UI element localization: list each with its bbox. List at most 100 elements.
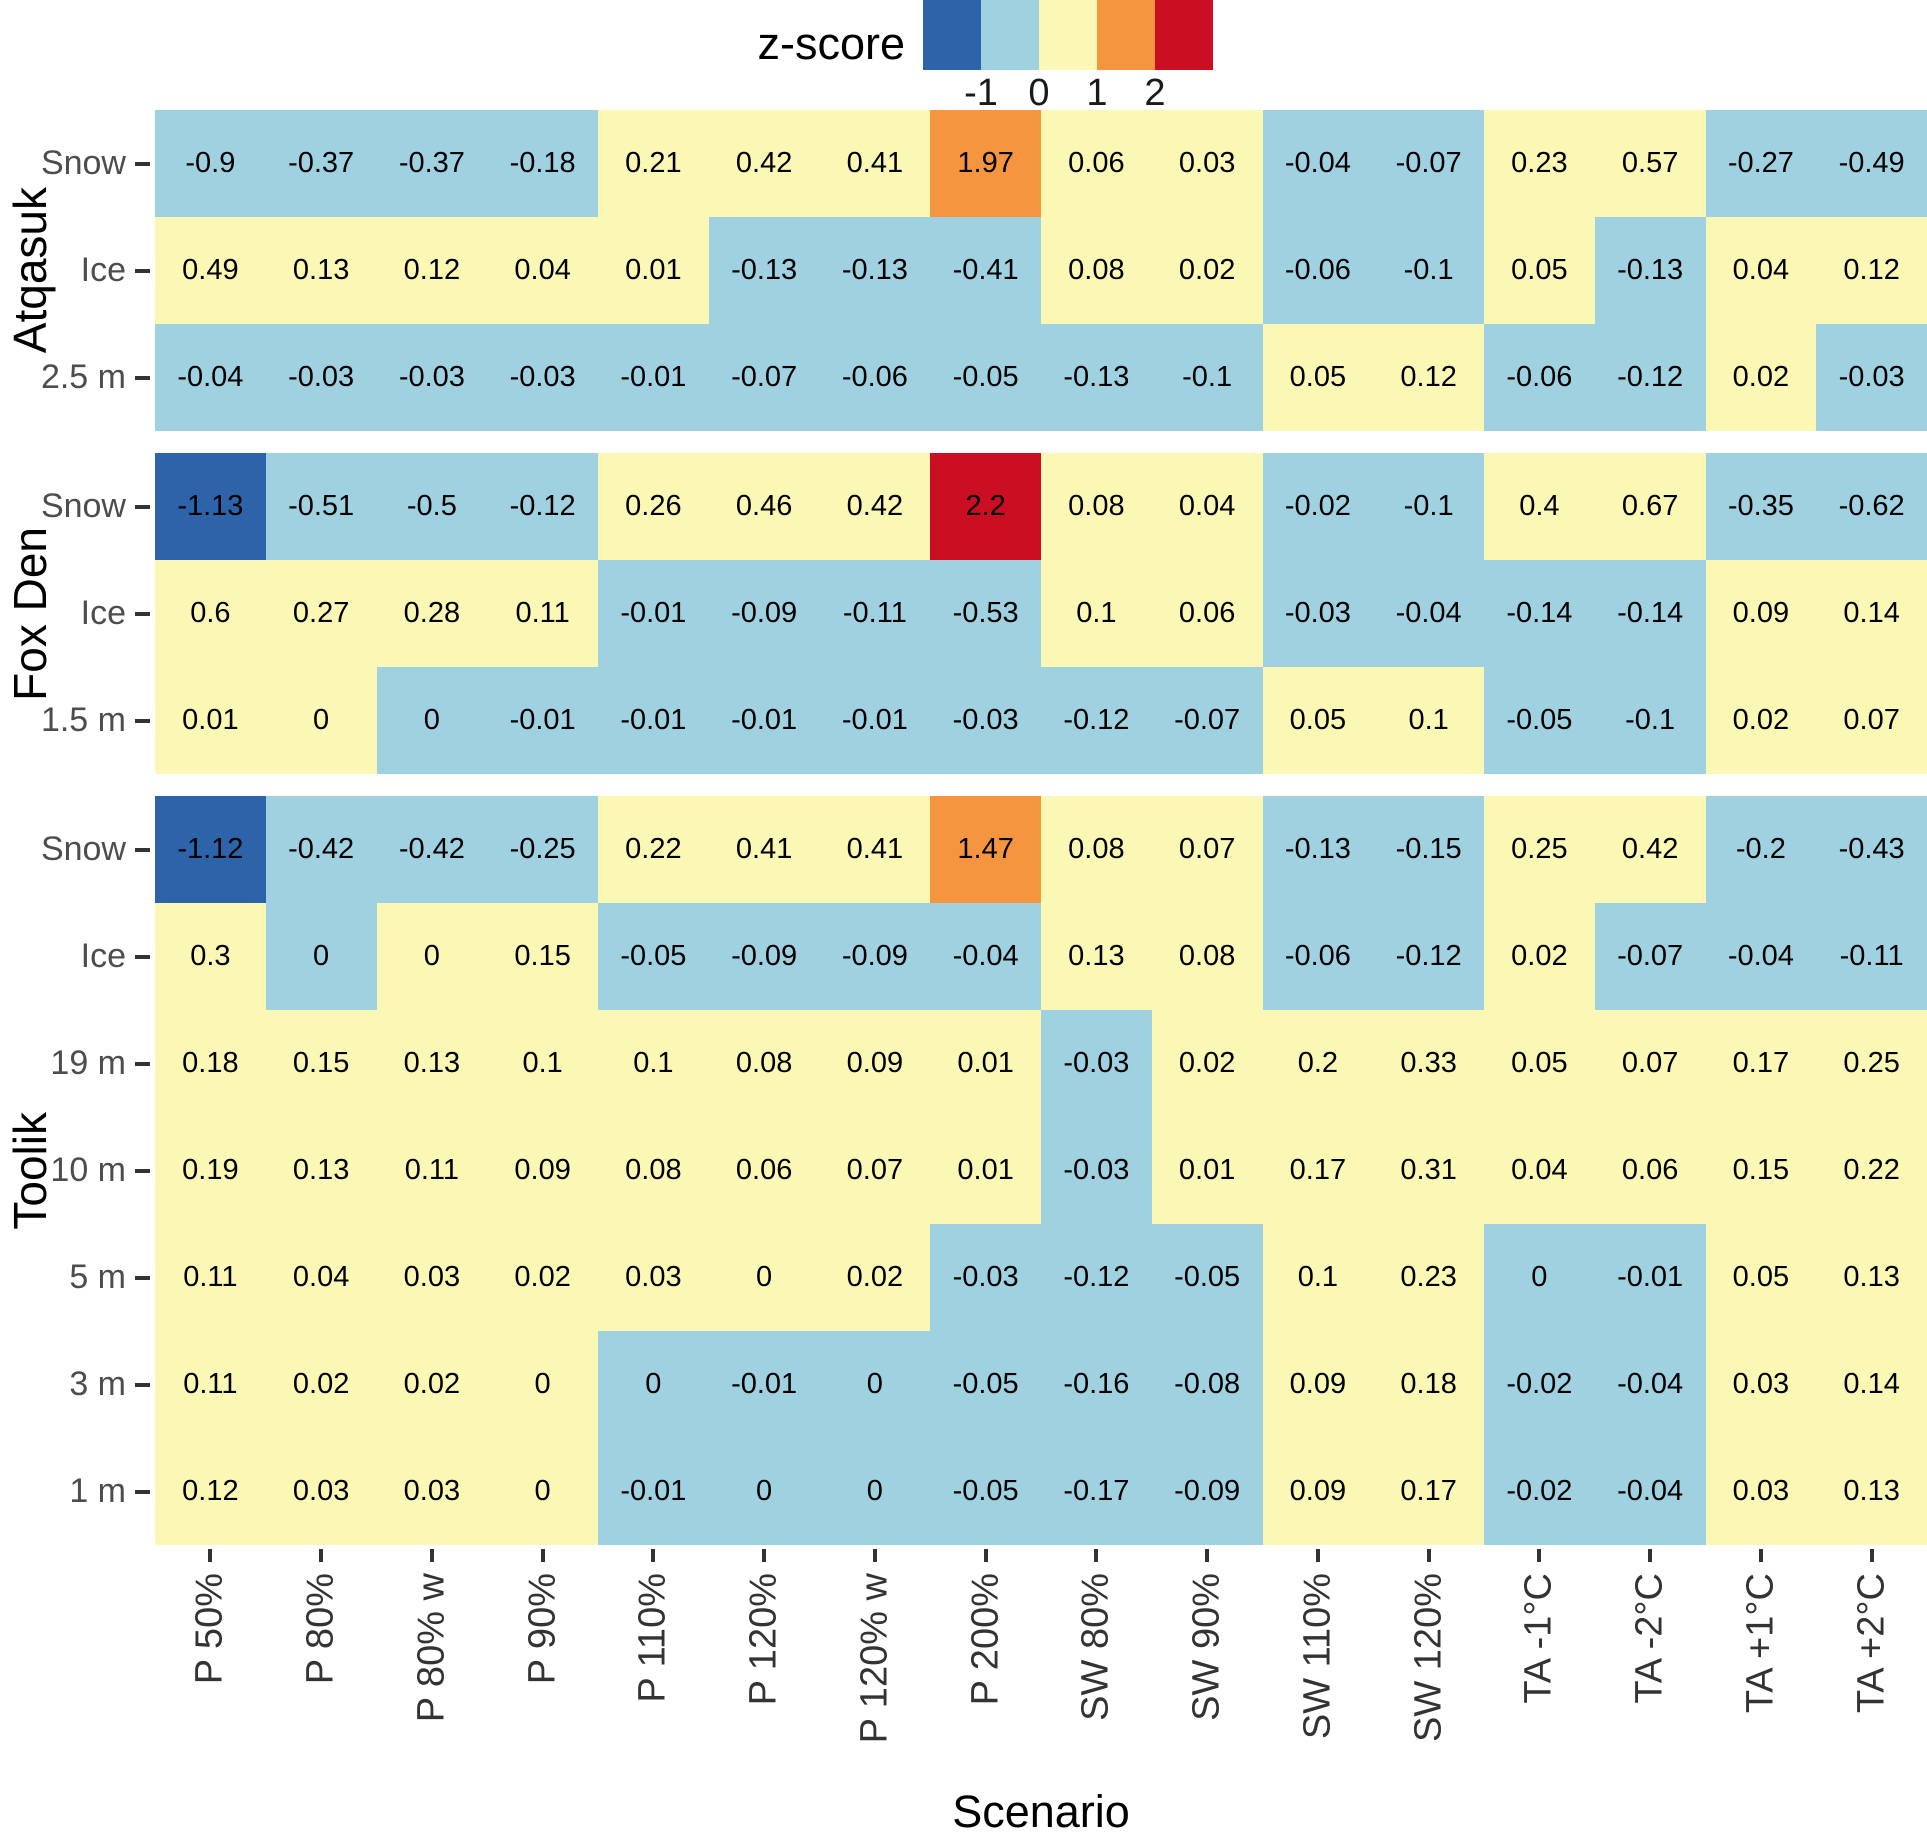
heatmap-cell: -0.04 [1262, 110, 1374, 217]
heatmap-cell: -0.04 [1594, 1331, 1706, 1438]
heatmap-cell: -0.05 [598, 903, 709, 1010]
heatmap-cell: 0.05 [1484, 1010, 1595, 1117]
row-label: 2.5 m [0, 324, 150, 431]
x-axis-tick [1205, 1549, 1210, 1562]
heatmap-cell: 0.15 [487, 903, 598, 1010]
row-label-text: Ice [80, 251, 126, 289]
row-labels: Snow Ice 19 m 10 m 5 m 3 m 1 m [0, 796, 150, 1545]
heatmap-cell: 0.06 [1151, 560, 1263, 667]
heatmap-cell: 0.05 [1262, 324, 1374, 431]
heatmap-cell: -0.1 [1373, 453, 1484, 560]
heatmap-cell: -0.09 [708, 560, 820, 667]
heatmap-cell: -0.05 [930, 324, 1041, 431]
heatmap-cell: -0.06 [1262, 217, 1374, 324]
heatmap-cell: 2.2 [930, 453, 1041, 560]
row-label-text: 2.5 m [40, 358, 126, 396]
y-axis-tick [135, 1168, 150, 1173]
heatmap-cell: 0.08 [1041, 453, 1152, 560]
heatmap-cell: -0.42 [265, 796, 377, 903]
heatmap-cell: -0.05 [930, 1438, 1041, 1545]
x-axis-tick [1758, 1549, 1763, 1562]
x-axis-tick [429, 1549, 434, 1562]
heatmap-cell: 0.07 [1816, 667, 1927, 774]
heatmap-cell: 0.02 [376, 1331, 488, 1438]
heatmap-cell: -0.1 [1151, 324, 1263, 431]
row-label: Snow [0, 110, 150, 217]
heatmap-cell: 0.3 [155, 903, 266, 1010]
row-label: 1 m [0, 1438, 150, 1545]
heatmap-cell: -0.43 [1816, 796, 1927, 903]
heatmap-cell: 0.33 [1373, 1010, 1484, 1117]
heatmap-cell: 0.04 [1151, 453, 1263, 560]
heatmap-cell: -0.07 [1151, 667, 1263, 774]
x-axis-tick [983, 1549, 988, 1562]
x-axis-tick-label: P 110% [631, 1573, 674, 1703]
heatmap-cell: 0.04 [487, 217, 598, 324]
x-axis-column: SW 120% [1373, 1545, 1484, 1795]
heatmap-cell: 0.13 [1816, 1438, 1927, 1545]
heatmap-cell: 1.47 [930, 796, 1041, 903]
row-label-text: 5 m [69, 1258, 126, 1296]
heatmap-cell: 0.09 [819, 1010, 931, 1117]
x-axis-column: P 90% [487, 1545, 598, 1795]
heatmap-cell: -0.12 [1373, 903, 1484, 1010]
heatmap-cell: 0.27 [265, 560, 377, 667]
heatmap-cell: 0.23 [1373, 1224, 1484, 1331]
heatmap-cell: -0.06 [1484, 324, 1595, 431]
heatmap-cell: 0.15 [1705, 1117, 1817, 1224]
legend-title: z-score [757, 18, 905, 69]
heatmap-cell: -0.03 [930, 1224, 1041, 1331]
y-axis-tick [135, 1061, 150, 1066]
legend-tick-label: 2 [1144, 72, 1166, 114]
heatmap-cell: 0.2 [1262, 1010, 1374, 1117]
x-axis-tick [872, 1549, 877, 1562]
x-axis-tick-label: P 80% [299, 1573, 342, 1685]
heatmap-cell: 0.1 [487, 1010, 598, 1117]
heatmap-cell: 0.03 [376, 1438, 488, 1545]
row-label-text: 1.5 m [40, 701, 126, 739]
heatmap-cell: 0.19 [155, 1117, 266, 1224]
heatmap-cell: 0.08 [708, 1010, 820, 1117]
x-axis-tick-label: TA -2°C [1628, 1573, 1671, 1704]
heatmap-cell: 0.41 [819, 796, 931, 903]
heatmap-cell: 0.11 [487, 560, 598, 667]
heatmap-cell: 0.11 [155, 1331, 266, 1438]
heatmap-cell: -0.16 [1041, 1331, 1152, 1438]
heatmap-cell: 0 [708, 1224, 820, 1331]
row-label-text: Ice [80, 937, 126, 975]
legend-swatch-darkblue [923, 0, 981, 70]
heatmap-cell: -0.03 [487, 324, 598, 431]
x-axis-tick-label: P 120% [742, 1573, 785, 1706]
heatmap-cell: 0.06 [1594, 1117, 1706, 1224]
x-axis-tick-label: TA +2°C [1850, 1573, 1893, 1714]
heatmap-cell: -0.03 [1041, 1117, 1152, 1224]
heatmap-cell: 0.41 [708, 796, 820, 903]
heatmap-cell: 0 [819, 1331, 931, 1438]
heatmap-cell: -0.35 [1705, 453, 1817, 560]
heatmap-cell: 0 [265, 667, 377, 774]
row-label-text: Snow [40, 830, 126, 868]
legend-colorbar: -1 0 1 2 [923, 0, 1213, 114]
heatmap-cell: 0.09 [1705, 560, 1817, 667]
heatmap-cell: -0.01 [598, 667, 709, 774]
heatmap-cell: -0.08 [1151, 1331, 1263, 1438]
heatmap-cell: -1.13 [155, 453, 266, 560]
heatmap-cell: 0.31 [1373, 1117, 1484, 1224]
legend-tick-label: 0 [1028, 72, 1050, 114]
row-label: 3 m [0, 1331, 150, 1438]
heatmap-cell: -0.04 [1594, 1438, 1706, 1545]
heatmap-cell: 0.49 [155, 217, 266, 324]
heatmap-cell: -0.02 [1262, 453, 1374, 560]
heatmap-cell: 0 [265, 903, 377, 1010]
heatmap-cell: 0 [598, 1331, 709, 1438]
x-axis-tick-label: P 90% [521, 1573, 564, 1685]
heatmap-cell: -0.04 [1705, 903, 1817, 1010]
x-axis-tick [1315, 1549, 1320, 1562]
x-axis-tick [1537, 1549, 1542, 1562]
heatmap-cell: -0.62 [1816, 453, 1927, 560]
heatmap-cell: 0.1 [1262, 1224, 1374, 1331]
row-label: 1.5 m [0, 667, 150, 774]
heatmap-cell: 0.09 [1262, 1438, 1374, 1545]
facet-atqasuk: Atqasuk Snow Ice 2.5 m -0.9 -0.37 -0.37 -0.18 0.… [4, 110, 1927, 431]
heatmap-cell: 0.4 [1484, 453, 1595, 560]
